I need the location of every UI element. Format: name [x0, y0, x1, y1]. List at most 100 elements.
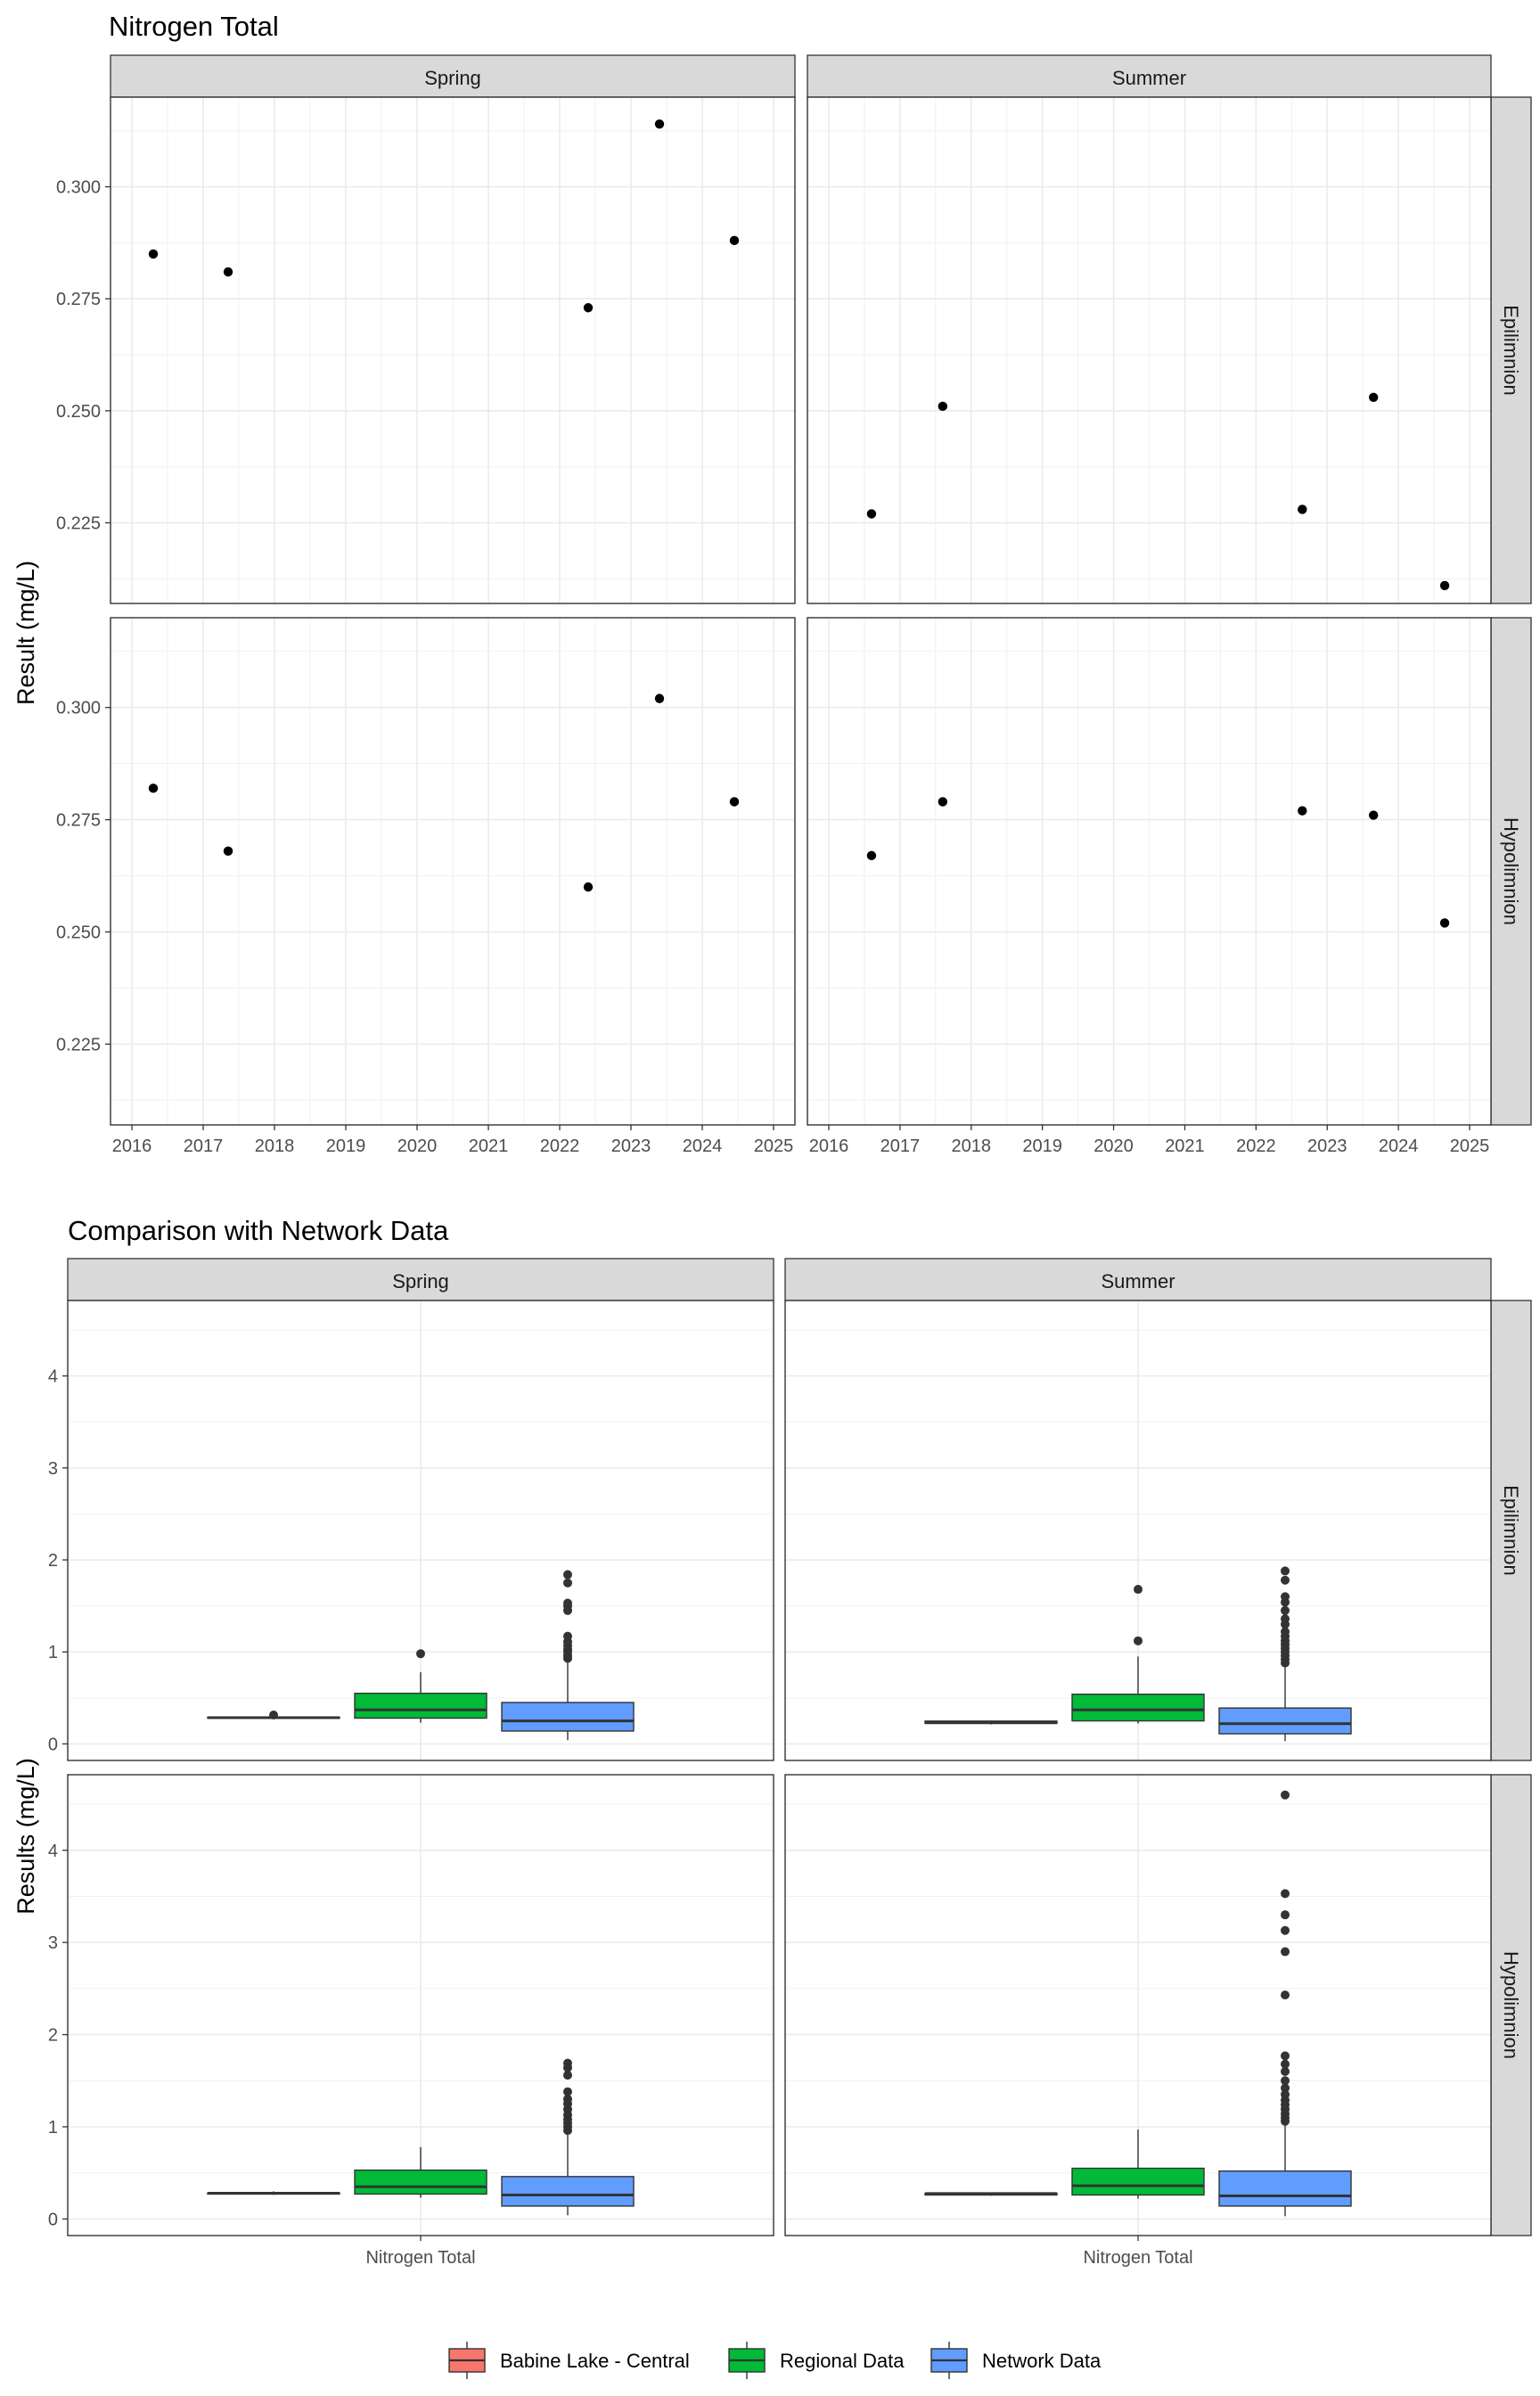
strip-label: Summer	[1112, 67, 1186, 89]
outlier-point	[563, 2071, 572, 2080]
box-regional-data	[354, 1649, 487, 1723]
legend: Babine Lake - Central Regional Data Networ…	[448, 2342, 1102, 2379]
panel-spring-epilimnion: 0 1 2 3 4	[48, 1300, 774, 1761]
x-tick-label: 2020	[1094, 1136, 1134, 1156]
outlier-point	[1281, 2059, 1290, 2069]
legend-item-babine-lake-central: Babine Lake - Central	[448, 2342, 690, 2379]
outlier-point	[1281, 1889, 1290, 1899]
y-tick-label: 0.300	[56, 699, 101, 718]
x-tick-label: 2025	[1450, 1136, 1490, 1156]
y-tick-label: 0.250	[56, 402, 101, 422]
outlier-point	[563, 1578, 572, 1588]
outlier-point	[1281, 1990, 1290, 2000]
box-network-data	[501, 1570, 635, 1741]
box-body	[354, 2169, 487, 2195]
panel-summer-hypolimnion: Nitrogen Total	[784, 1774, 1492, 2268]
data-point	[866, 850, 877, 861]
x-tick-label: 2018	[952, 1136, 992, 1156]
outlier-point	[563, 1598, 572, 1608]
x-tick-label: 2023	[611, 1136, 651, 1156]
box-body	[1218, 1707, 1352, 1735]
legend-label: Regional Data	[780, 2350, 905, 2372]
y-axis-label-results: Results (mg/L)	[12, 1758, 39, 1915]
y-tick-label: 2	[48, 2026, 58, 2046]
box-body	[501, 2176, 635, 2207]
y-tick-label: 1	[48, 1643, 58, 1662]
box-babine-lake-central	[924, 1720, 1058, 1725]
legend-label: Babine Lake - Central	[500, 2350, 690, 2372]
strip-label: Hypolimnion	[1500, 1951, 1522, 2059]
data-point	[148, 249, 159, 259]
box-body	[501, 1702, 635, 1732]
outlier-point	[1281, 2066, 1290, 2076]
strip-label: Epilimnion	[1500, 1485, 1522, 1576]
box-regional-data	[1071, 2129, 1205, 2199]
x-tick-label: 2024	[1379, 1136, 1419, 1156]
data-point	[866, 509, 877, 519]
outlier-point	[1281, 1947, 1290, 1957]
outlier-point	[1134, 1585, 1143, 1595]
data-point	[938, 797, 948, 807]
legend-item-regional-data: Regional Data	[728, 2342, 905, 2379]
strip-summer	[807, 54, 1492, 98]
outlier-point	[563, 2087, 572, 2096]
outlier-point	[1134, 1636, 1143, 1645]
x-tick-label: 2022	[540, 1136, 580, 1156]
box-babine-lake-central	[924, 2192, 1058, 2196]
y-tick-label: 0	[48, 2210, 58, 2229]
x-tick-label: 2019	[1022, 1136, 1062, 1156]
outlier-point	[1281, 2076, 1290, 2086]
data-point	[583, 303, 594, 313]
y-tick-label: 0.225	[56, 514, 101, 534]
panel-summer-epilimnion	[807, 96, 1492, 604]
panel-spring-hypolimnion: 0.225 0.250 0.275 0.300 2016 2017 2018 2019 2020…	[56, 617, 796, 1156]
box-babine-lake-central	[207, 2191, 340, 2195]
box-body	[1218, 2170, 1352, 2207]
strip-label: Spring	[392, 1270, 449, 1292]
box-babine-lake-central	[207, 1711, 340, 1720]
data-point	[223, 267, 233, 277]
outlier-point	[1281, 1910, 1290, 1920]
x-tick-label: 2021	[469, 1136, 509, 1156]
panel-spring-epilimnion: 0.225 0.250 0.275 0.300	[56, 96, 796, 604]
box-network-data	[1218, 1566, 1352, 1742]
panel-border	[110, 617, 796, 1126]
y-tick-label: 0.225	[56, 1035, 101, 1054]
outlier-point	[1281, 1790, 1290, 1800]
y-tick-label: 0	[48, 1735, 58, 1754]
x-tick-label: 2024	[683, 1136, 723, 1156]
x-tick-label: 2019	[326, 1136, 366, 1156]
data-point	[223, 846, 233, 857]
y-tick-label: 4	[48, 1842, 58, 1861]
legend-item-network-data: Network Data	[930, 2342, 1102, 2379]
x-tick-label: 2020	[397, 1136, 438, 1156]
strip-label: Summer	[1101, 1270, 1175, 1292]
outlier-point	[1281, 1575, 1290, 1585]
box-body	[1071, 1693, 1205, 1722]
data-point	[938, 401, 948, 412]
y-axis-label-result: Result (mg/L)	[12, 561, 39, 705]
y-tick-label: 4	[48, 1367, 58, 1387]
box-regional-data	[1071, 1585, 1205, 1724]
outlier-point	[563, 2058, 572, 2068]
strip-label: Hypolimnion	[1500, 817, 1522, 925]
outlier-point	[269, 1711, 278, 1720]
outlier-point	[1281, 2089, 1290, 2099]
box-network-data	[501, 2058, 635, 2216]
panel-spring-hypolimnion: 0 1 2 3 4 Nitrogen Total	[48, 1774, 774, 2268]
panel-border	[67, 1300, 774, 1761]
x-tick-label: 2016	[809, 1136, 849, 1156]
data-point	[1368, 810, 1379, 820]
strip-label: Spring	[424, 67, 481, 89]
data-point	[1439, 580, 1450, 591]
x-tick-label: Nitrogen Total	[1083, 2248, 1192, 2268]
legend-label: Network Data	[982, 2350, 1102, 2372]
data-point	[654, 119, 665, 129]
panel-summer-hypolimnion: 2016 2017 2018 2019 2020 2021 2022 2023 2024 2025	[807, 617, 1492, 1156]
outlier-point	[563, 2094, 572, 2104]
y-tick-label: 0.300	[56, 178, 101, 198]
box-regional-data	[354, 2146, 487, 2198]
panel-border	[784, 1300, 1492, 1761]
y-tick-label: 2	[48, 1551, 58, 1571]
